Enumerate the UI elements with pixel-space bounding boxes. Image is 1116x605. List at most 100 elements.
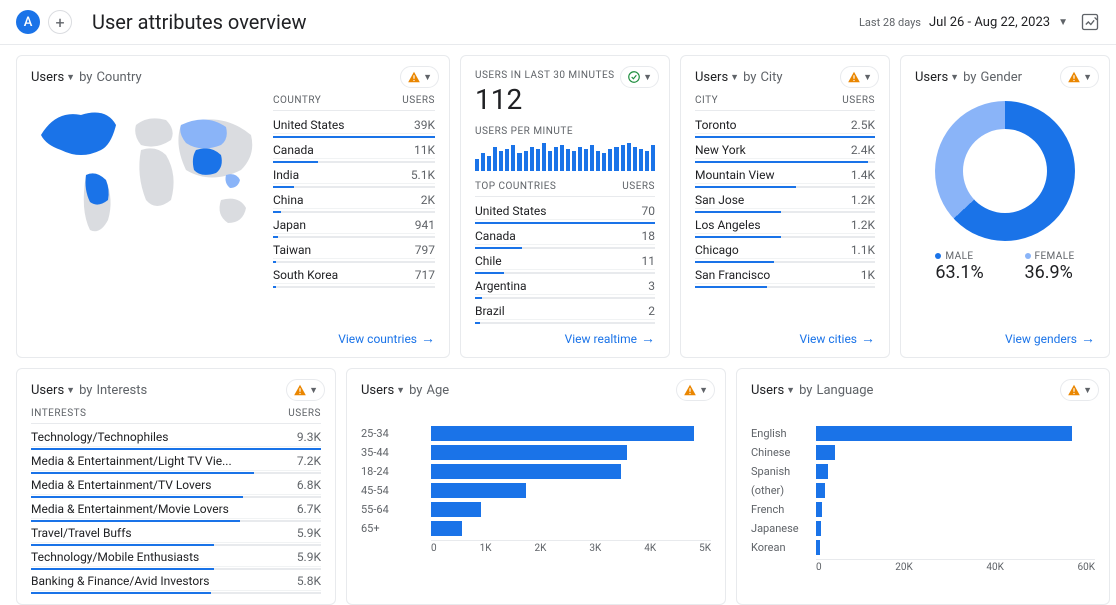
- insights-icon[interactable]: [1080, 12, 1100, 32]
- row-value: 7.2K: [297, 454, 321, 468]
- dimension-label: City: [760, 70, 782, 85]
- table-row: Media & Entertainment/TV Lovers6.8K: [31, 474, 321, 495]
- city-rows: Toronto2.5KNew York2.4KMountain View1.4K…: [695, 113, 875, 288]
- row-value: 797: [415, 243, 435, 257]
- table-row: Brazil2: [475, 299, 655, 320]
- spark-bar: [639, 149, 643, 171]
- card-menu[interactable]: ▼: [676, 379, 715, 401]
- table-row: Mountain View1.4K: [695, 163, 875, 184]
- row-label: United States: [475, 204, 546, 218]
- card-menu[interactable]: ▼: [840, 66, 879, 88]
- row-label: Mountain View: [695, 168, 774, 182]
- add-button[interactable]: +: [48, 10, 72, 34]
- metric-selector[interactable]: Users: [915, 70, 948, 85]
- bar-row: English: [751, 426, 1095, 441]
- bar: [431, 464, 621, 479]
- axis-tick: 2K: [534, 543, 546, 554]
- metric-selector[interactable]: Users: [361, 383, 394, 398]
- axis-tick: 4K: [644, 543, 656, 554]
- arrow-right-icon: →: [421, 330, 435, 347]
- row-label: Canada: [273, 143, 314, 157]
- metric-selector[interactable]: Users: [31, 383, 64, 398]
- chevron-down-icon: ▼: [643, 72, 652, 83]
- bar: [816, 445, 835, 460]
- spark-bar: [602, 153, 606, 171]
- by-label: by: [79, 383, 92, 398]
- dimension-label: Country: [96, 70, 141, 85]
- card-menu[interactable]: ▼: [286, 379, 325, 401]
- warning-icon: [847, 70, 861, 84]
- row-value: 2.5K: [851, 118, 875, 132]
- metric-selector[interactable]: Users: [695, 70, 728, 85]
- table-row: Travel/Travel Buffs5.9K: [31, 522, 321, 543]
- row-label: Technology/Technophiles: [31, 430, 168, 444]
- view-cities-link[interactable]: View cities→: [799, 324, 875, 347]
- bar: [816, 502, 822, 517]
- table-row: United States39K: [273, 113, 435, 134]
- column-header-label: TOP COUNTRIES: [475, 181, 556, 192]
- row-value: 5.9K: [297, 550, 321, 564]
- row-label: Chicago: [695, 243, 739, 257]
- spark-bar: [481, 153, 485, 171]
- view-genders-link[interactable]: View genders→: [1005, 324, 1095, 347]
- bar: [816, 540, 820, 555]
- chevron-down-icon: ▼: [863, 72, 872, 83]
- row-label: Banking & Finance/Avid Investors: [31, 574, 209, 588]
- by-label: by: [963, 70, 976, 85]
- bar-row: 45-54: [361, 483, 711, 498]
- dimension-label: Language: [816, 383, 873, 398]
- row-value: 5.9K: [297, 526, 321, 540]
- spark-bar: [493, 147, 497, 171]
- interests-rows: Technology/Technophiles9.3KMedia & Enter…: [31, 426, 321, 594]
- country-rows: United States39KCanada11KIndia5.1KChina2…: [273, 113, 435, 288]
- table-row: Canada11K: [273, 138, 435, 159]
- page-title: User attributes overview: [92, 10, 307, 34]
- row-value: 11: [642, 254, 656, 268]
- bar-row: Chinese: [751, 445, 1095, 460]
- row-value: 1.1K: [851, 243, 875, 257]
- bar-row: French: [751, 502, 1095, 517]
- spark-bar: [554, 147, 558, 171]
- spark-bar: [499, 151, 503, 171]
- date-range-picker[interactable]: Last 28 days Jul 26 - Aug 22, 2023 ▼: [859, 15, 1068, 30]
- dimension-label: Age: [426, 383, 449, 398]
- card-menu[interactable]: ▼: [400, 66, 439, 88]
- row-label: Brazil: [475, 304, 505, 318]
- table-row: Japan941: [273, 213, 435, 234]
- city-card: Users ▼ by City ▼ CITY USERS Toronto2.5K…: [680, 55, 890, 358]
- view-realtime-link[interactable]: View realtime→: [565, 324, 655, 347]
- avatar[interactable]: A: [16, 10, 40, 34]
- bar-row: 18-24: [361, 464, 711, 479]
- row-value: 1K: [861, 268, 875, 282]
- dimension-label: Gender: [980, 70, 1022, 85]
- bar: [816, 464, 828, 479]
- chevron-down-icon: ▼: [1083, 72, 1092, 83]
- bar-row: Spanish: [751, 464, 1095, 479]
- column-header-label: CITY: [695, 95, 718, 106]
- spark-bar: [530, 147, 534, 171]
- age-bars: 25-3435-4418-2445-5455-6465+: [361, 422, 711, 540]
- spark-bar: [505, 149, 509, 171]
- bar: [431, 483, 526, 498]
- date-range-value: Jul 26 - Aug 22, 2023: [929, 15, 1050, 30]
- row-label: Technology/Mobile Enthusiasts: [31, 550, 199, 564]
- chevron-down-icon: ▼: [699, 385, 708, 396]
- metric-selector[interactable]: Users: [31, 70, 64, 85]
- arrow-right-icon: →: [1081, 330, 1095, 347]
- warning-icon: [1067, 70, 1081, 84]
- view-countries-link[interactable]: View countries→: [338, 324, 435, 347]
- spark-bar: [560, 145, 564, 171]
- table-row: Chicago 1.1K: [695, 238, 875, 259]
- axis-tick: 1K: [480, 543, 492, 554]
- axis-tick: 60K: [1077, 562, 1095, 573]
- donut-chart: [935, 101, 1075, 241]
- users-per-minute-label: USERS PER MINUTE: [475, 126, 655, 137]
- row-value: 70: [642, 204, 656, 218]
- by-label: by: [743, 70, 756, 85]
- metric-selector[interactable]: Users: [751, 383, 784, 398]
- card-menu[interactable]: ▼: [1060, 66, 1099, 88]
- card-menu[interactable]: ▼: [1060, 379, 1099, 401]
- chevron-down-icon: ▼: [66, 385, 75, 396]
- topbar: A + User attributes overview Last 28 day…: [0, 0, 1116, 45]
- card-menu[interactable]: ▼: [620, 66, 659, 88]
